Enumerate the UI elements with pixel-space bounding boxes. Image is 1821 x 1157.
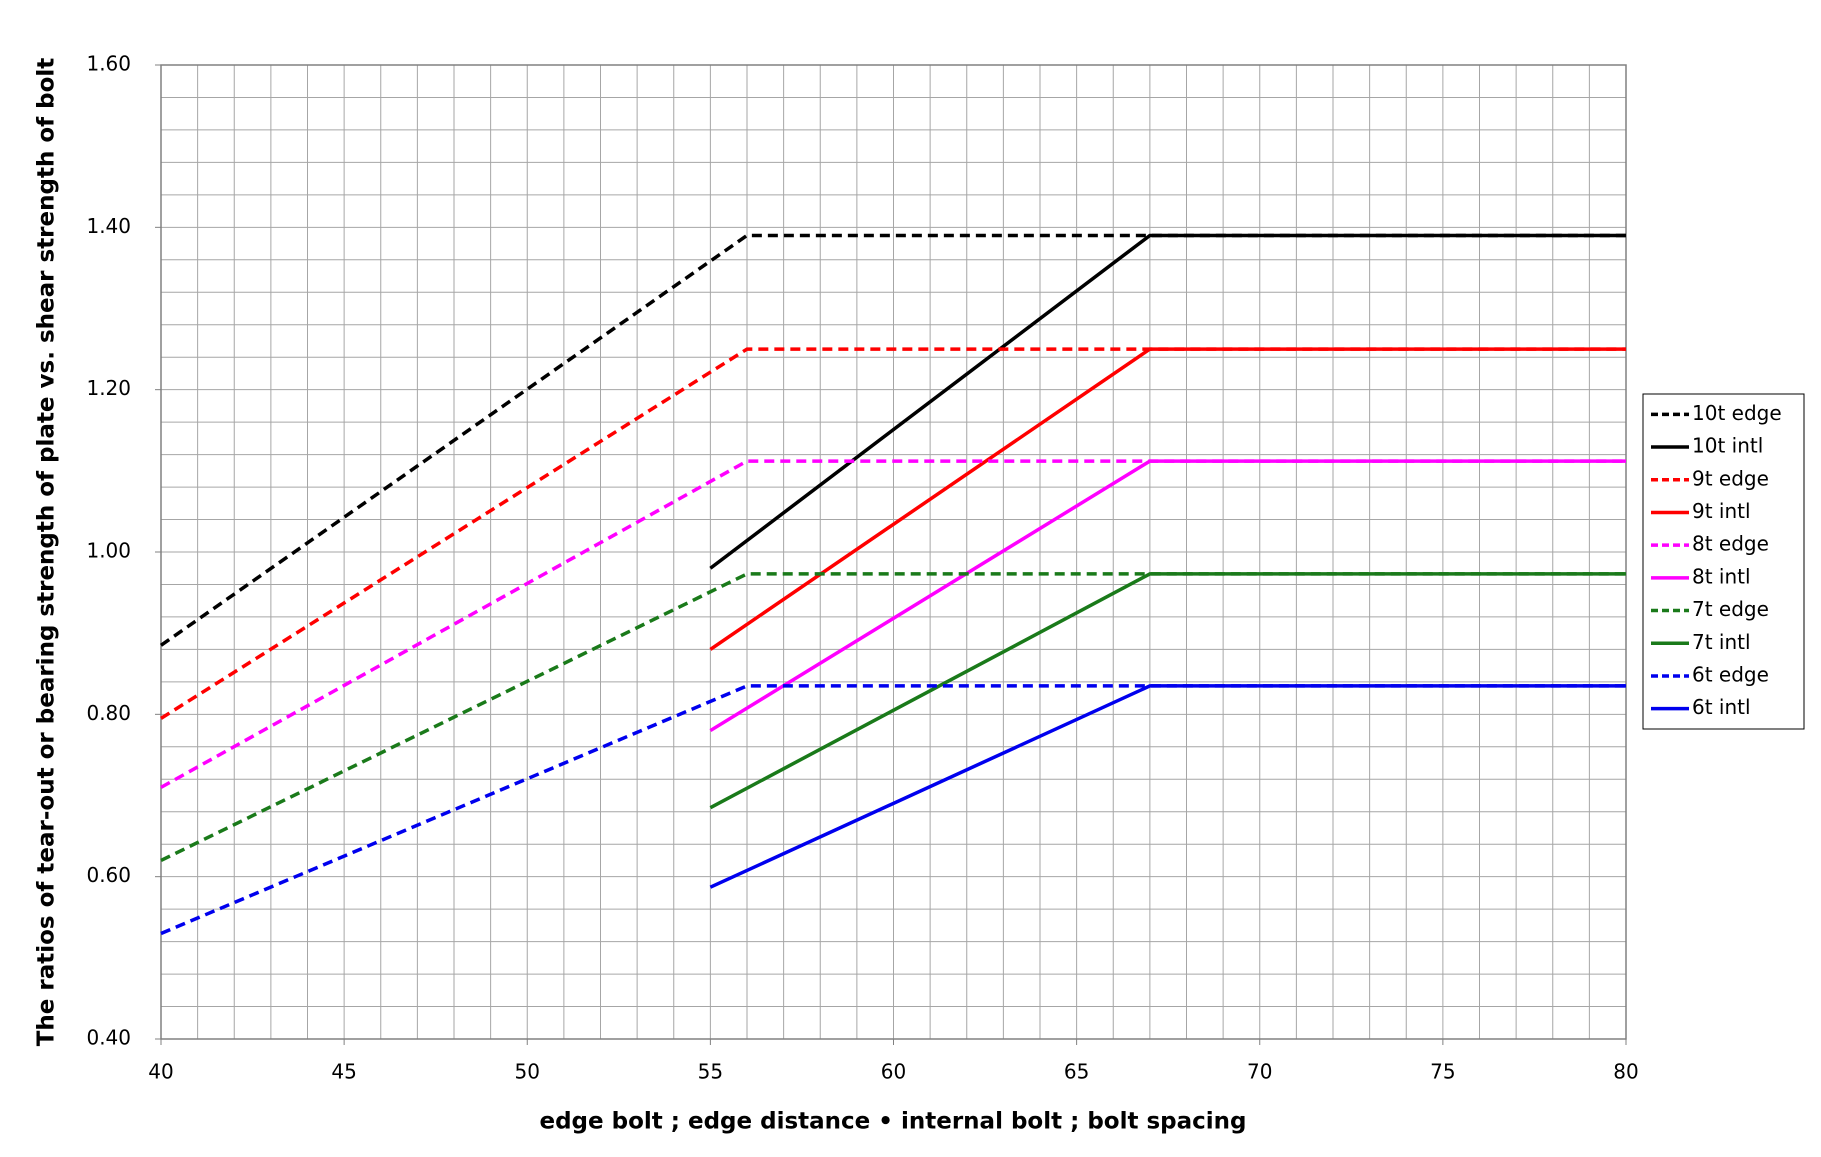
y-tick-label: 0.40	[86, 1026, 131, 1050]
x-tick-label: 40	[148, 1060, 173, 1084]
legend-box	[1642, 393, 1805, 730]
x-tick-label: 65	[1064, 1060, 1089, 1084]
series-line	[709, 347, 1626, 651]
y-tick-label: 1.60	[86, 52, 131, 76]
series-line	[709, 684, 1626, 889]
legend-label: 8t edge	[1692, 532, 1769, 556]
legend-label: 10t edge	[1692, 401, 1782, 425]
legend-label: 6t edge	[1692, 662, 1769, 686]
y-tick-label: 0.60	[86, 863, 131, 887]
legend-label: 9t intl	[1692, 499, 1751, 523]
y-tick-label: 1.20	[86, 376, 131, 400]
legend-label: 8t intl	[1692, 564, 1751, 588]
y-tick-label: 1.40	[86, 214, 131, 238]
x-tick-label: 60	[881, 1060, 906, 1084]
x-tick-label: 80	[1613, 1060, 1638, 1084]
series-line	[160, 347, 1626, 720]
y-tick-label: 0.80	[86, 701, 131, 725]
series-line	[709, 572, 1626, 810]
legend-label: 7t intl	[1692, 630, 1751, 654]
series-line	[709, 459, 1626, 733]
x-tick-label: 75	[1430, 1060, 1455, 1084]
legend-label: 7t edge	[1692, 597, 1769, 621]
plot-border	[160, 64, 1627, 1040]
x-tick-label: 45	[331, 1060, 356, 1084]
legend-label: 6t intl	[1692, 695, 1751, 719]
y-axis-label: The ratios of tear-out or bearing streng…	[34, 58, 60, 1047]
legend-label: 9t edge	[1692, 466, 1769, 490]
series-line	[709, 233, 1626, 570]
x-tick-label: 70	[1247, 1060, 1272, 1084]
x-axis-label: edge bolt ; edge distance • internal bol…	[539, 1109, 1246, 1135]
x-tick-label: 50	[515, 1060, 540, 1084]
y-tick-label: 1.00	[86, 539, 131, 563]
legend-label: 10t intl	[1692, 434, 1763, 458]
x-tick-label: 55	[698, 1060, 723, 1084]
